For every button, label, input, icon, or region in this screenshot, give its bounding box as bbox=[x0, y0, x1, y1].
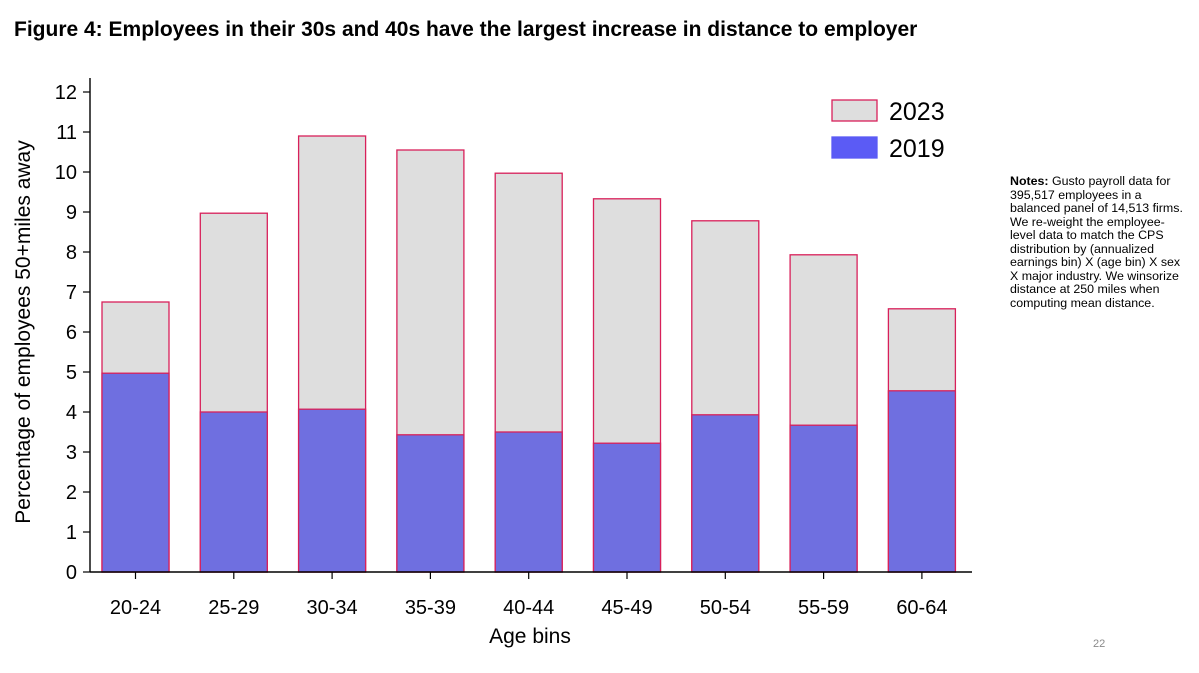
bar-2019-35-39 bbox=[396, 434, 465, 573]
bar-2019-25-29 bbox=[199, 411, 268, 573]
chart-legend: 2023 2019 bbox=[831, 98, 945, 163]
x-axis-title: Age bins bbox=[489, 625, 571, 648]
chart-notes: Notes: Gusto payroll data for 395,517 em… bbox=[1010, 174, 1190, 310]
y-tick-label: 11 bbox=[56, 122, 77, 144]
y-tick-label: 9 bbox=[66, 202, 77, 224]
x-tick-label: 60-64 bbox=[896, 597, 947, 619]
page-number: 22 bbox=[1093, 638, 1106, 650]
series-2019-bars bbox=[101, 372, 957, 573]
y-tick-label: 5 bbox=[66, 362, 77, 384]
legend-label-2023: 2023 bbox=[889, 98, 945, 126]
y-tick-label: 2 bbox=[66, 482, 77, 504]
bar-2019-45-49 bbox=[592, 442, 662, 573]
page-title: Figure 4: Employees in their 30s and 40s… bbox=[14, 18, 918, 41]
x-tick-label: 20-24 bbox=[110, 597, 161, 619]
y-tick-label: 10 bbox=[55, 162, 77, 184]
y-tick-label: 3 bbox=[66, 442, 77, 464]
bar-2019-50-54 bbox=[691, 414, 760, 573]
notes-text: Gusto payroll data for 395,517 employees… bbox=[1010, 174, 1183, 310]
x-tick-label: 25-29 bbox=[208, 597, 259, 619]
y-tick-label: 0 bbox=[66, 562, 77, 584]
x-tick-label: 35-39 bbox=[405, 597, 456, 619]
y-tick-label: 1 bbox=[66, 522, 77, 544]
notes-label: Notes: bbox=[1010, 174, 1049, 188]
y-axis-title: Percentage of employees 50+miles away bbox=[12, 140, 35, 524]
x-tick-label: 30-34 bbox=[307, 597, 358, 619]
bar-chart: 20-24 25-29 30-34 35-39 40-44 45-49 50-54 55-59… bbox=[12, 78, 972, 648]
y-tick-label: 4 bbox=[66, 402, 77, 424]
bar-2019-30-34 bbox=[297, 408, 367, 573]
x-tick-label: 40-44 bbox=[503, 597, 554, 619]
legend-label-2019: 2019 bbox=[889, 135, 945, 163]
legend-swatch-2019 bbox=[831, 136, 878, 159]
bar-2019-20-24 bbox=[101, 372, 170, 573]
x-tick-label: 50-54 bbox=[700, 597, 751, 619]
legend-swatch-2023 bbox=[831, 99, 878, 122]
y-tick-label: 6 bbox=[66, 322, 77, 344]
bar-2019-60-64 bbox=[887, 390, 957, 573]
bar-2019-40-44 bbox=[494, 431, 563, 573]
chart-axes: 20-24 25-29 30-34 35-39 40-44 45-49 50-54 55-59… bbox=[12, 78, 972, 648]
y-tick-label: 8 bbox=[66, 242, 77, 264]
y-tick-label: 7 bbox=[66, 282, 77, 304]
y-tick-label: 12 bbox=[55, 82, 77, 104]
x-tick-label: 45-49 bbox=[601, 597, 652, 619]
x-tick-label: 55-59 bbox=[798, 597, 849, 619]
bar-2019-55-59 bbox=[789, 424, 858, 573]
